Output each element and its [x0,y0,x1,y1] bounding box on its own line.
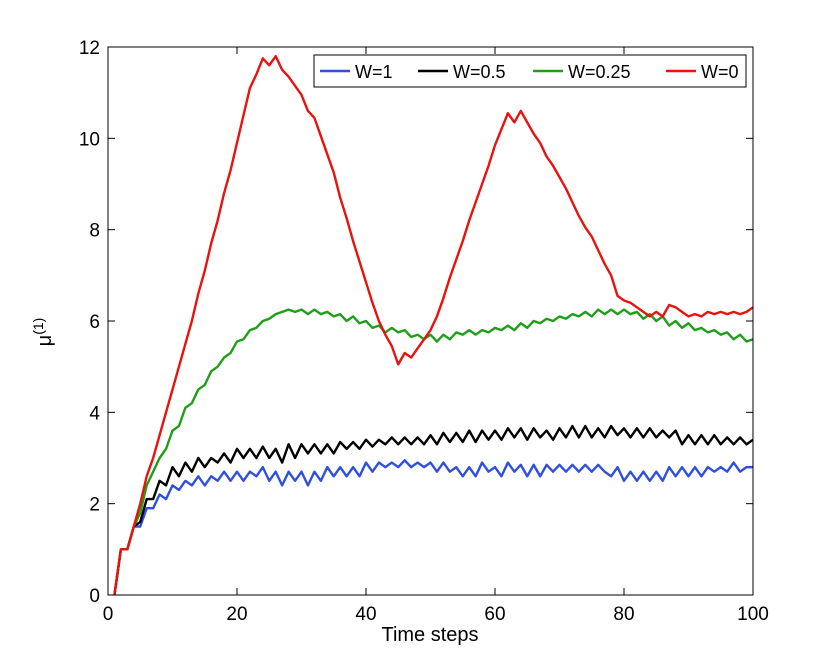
x-tick-label-5: 100 [737,604,769,625]
legend-label-0: W=1 [355,62,393,82]
y-tick-label-3: 6 [89,312,100,333]
legend-label-3: W=0 [701,62,739,82]
legend-items: W=1 W=0.5 W=0.25 W=0 [320,62,739,82]
legend-label-1: W=0.5 [453,62,506,82]
x-tick-label-2: 40 [355,604,376,625]
y-axis-title: μ(1) [30,318,56,347]
y-tick-label-4: 8 [89,221,100,242]
series-line-3 [113,54,754,596]
x-tick-label-3: 60 [484,604,505,625]
ticks-layer: 0 20 40 60 80 100 0 2 4 6 8 10 12 [79,38,769,625]
svg-text:μ(1): μ(1) [30,318,56,347]
y-tick-label-0: 0 [89,586,100,607]
y-tick-label-6: 12 [79,38,100,59]
x-tick-label-4: 80 [613,604,634,625]
y-tick-label-2: 4 [89,403,100,424]
series-line-0 [113,459,753,596]
y-axis-title-symbol: μ [34,335,56,347]
plot-area [108,47,753,595]
legend: W=1 W=0.5 W=0.25 W=0 [313,54,747,88]
y-tick-label-5: 10 [79,129,100,150]
series-line-2 [113,308,754,596]
x-tick-label-0: 0 [103,604,114,625]
y-axis-title-superscript: (1) [30,318,46,335]
series-layer [113,54,754,596]
legend-label-2: W=0.25 [568,62,631,82]
x-axis-title: Time steps [381,624,478,646]
x-tick-label-1: 20 [226,604,247,625]
plot-frame [107,46,754,596]
y-tick-label-1: 2 [89,495,100,516]
series-line-1 [113,424,754,596]
